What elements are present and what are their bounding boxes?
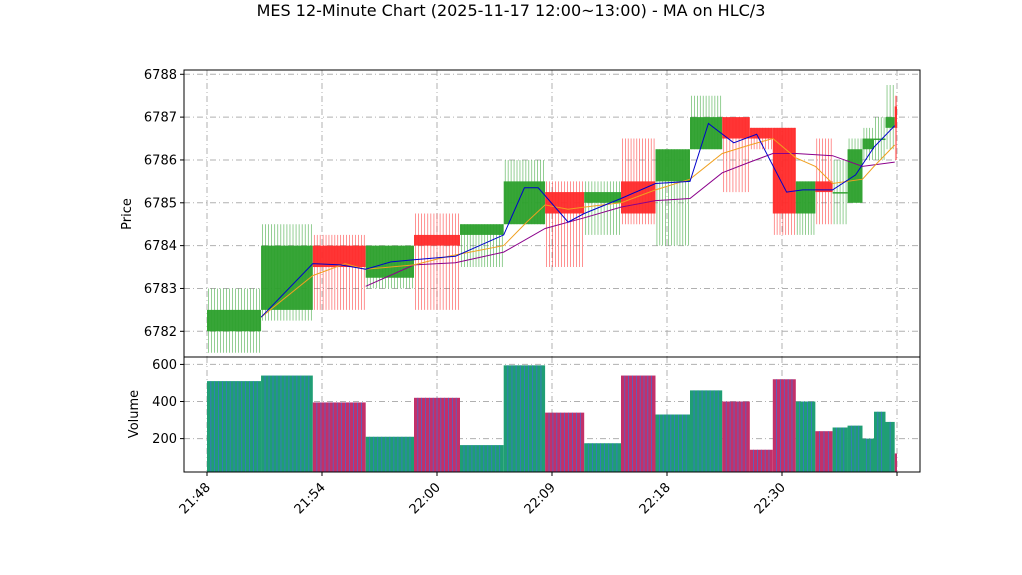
candle-body	[874, 138, 886, 141]
price-axis-label: Price	[120, 198, 135, 230]
candle-body	[690, 117, 723, 150]
price-y-tick-label: 6784	[144, 239, 177, 254]
volume-panel: 200 400 600 Volume	[127, 356, 921, 473]
ma-fast-line	[260, 122, 896, 318]
price-y-tick-label: 6783	[144, 282, 177, 297]
candle-body	[847, 149, 863, 203]
candle-body	[722, 117, 750, 139]
candle-body	[749, 127, 773, 139]
price-y-tick-label: 6786	[144, 153, 177, 168]
volume-bar	[722, 401, 750, 472]
candle-body	[894, 106, 897, 128]
volume-y-ticks: 200 400 600	[152, 358, 184, 447]
candle-body	[885, 117, 895, 128]
candle-body	[862, 138, 874, 150]
candle-body	[261, 245, 313, 310]
volume-bar	[862, 438, 874, 472]
candle-body	[414, 234, 460, 246]
candle-body	[312, 245, 366, 268]
moving-averages	[260, 122, 896, 318]
volume-bar	[621, 375, 656, 472]
candle-body	[772, 127, 796, 214]
volume-bar	[894, 453, 897, 472]
price-panel: 6782 6783 6784 6785 6786 6787 6788 Price	[120, 68, 921, 358]
price-y-ticks: 6782 6783 6784 6785 6786 6787 6788	[144, 68, 184, 340]
price-y-tick-label: 6785	[144, 196, 177, 211]
ma-mid-line	[260, 137, 896, 318]
candle-body	[795, 181, 816, 214]
volume-bar	[261, 375, 313, 472]
candle-body	[207, 309, 262, 332]
volume-bar	[312, 402, 366, 472]
candle-body	[584, 192, 621, 203]
volume-bar	[874, 411, 886, 472]
volume-bars	[207, 365, 897, 472]
candle-body	[832, 192, 848, 194]
volume-axis-label: Volume	[127, 390, 142, 438]
candle-body	[815, 181, 833, 193]
volume-bar	[584, 443, 621, 472]
candle-body	[621, 181, 656, 214]
volume-y-tick-label: 400	[152, 395, 177, 410]
candle-body	[365, 245, 414, 278]
chart-title: MES 12-Minute Chart (2025-11-17 12:00~13…	[257, 1, 766, 20]
candle-body	[655, 149, 690, 182]
ma-slow-line	[365, 153, 895, 287]
price-y-tick-label: 6782	[144, 325, 177, 340]
price-y-tick-label: 6787	[144, 111, 177, 126]
price-y-tick-label: 6788	[144, 68, 177, 83]
volume-bar	[460, 445, 504, 472]
volume-bar	[655, 414, 690, 472]
volume-y-tick-label: 600	[152, 358, 177, 373]
volume-bar	[795, 401, 816, 472]
volume-y-tick-label: 200	[152, 432, 177, 447]
candle-body	[460, 224, 504, 235]
